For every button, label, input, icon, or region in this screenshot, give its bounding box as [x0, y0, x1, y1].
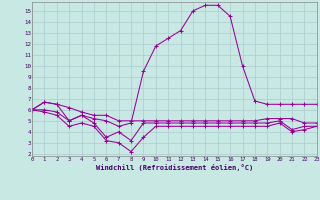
- X-axis label: Windchill (Refroidissement éolien,°C): Windchill (Refroidissement éolien,°C): [96, 164, 253, 171]
